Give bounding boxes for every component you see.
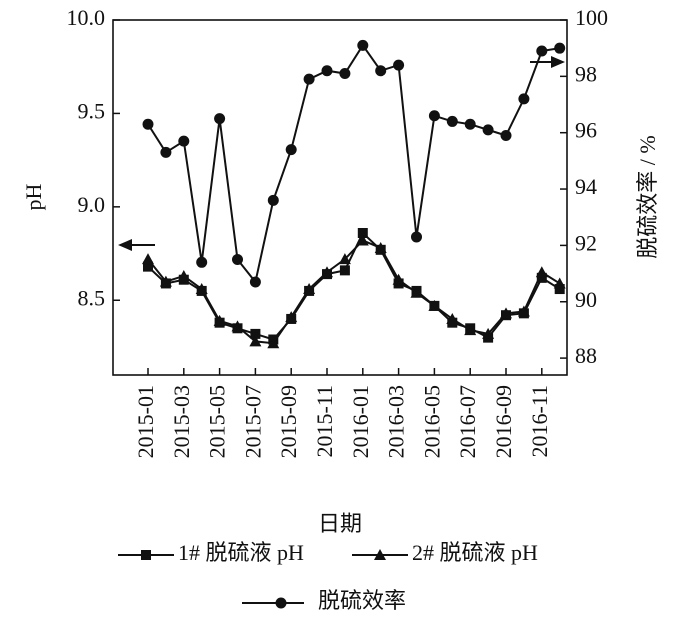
- y-tick-label: 8.5: [78, 285, 106, 310]
- y2-tick-label: 90: [575, 287, 597, 312]
- x-tick-label: 2015-01: [133, 385, 158, 458]
- marker: [321, 65, 333, 77]
- x-tick-label: 2016-09: [491, 385, 516, 458]
- y2-tick-label: 96: [575, 118, 597, 143]
- marker: [374, 549, 386, 560]
- marker: [518, 93, 530, 105]
- marker: [536, 272, 547, 283]
- marker: [535, 266, 548, 278]
- y-tick-label: 9.0: [78, 192, 106, 217]
- marker: [231, 320, 244, 332]
- marker: [482, 327, 495, 339]
- legend-label: 1# 脱硫液 pH: [178, 540, 304, 565]
- x-tick-label: 2015-05: [205, 385, 230, 458]
- marker: [464, 118, 476, 130]
- marker: [482, 124, 494, 136]
- marker: [375, 65, 387, 77]
- marker: [553, 277, 566, 289]
- marker: [213, 314, 226, 326]
- marker: [196, 256, 208, 268]
- left-arrow: [118, 239, 155, 251]
- right-arrow: [530, 56, 565, 68]
- marker: [446, 115, 458, 127]
- marker: [464, 324, 477, 336]
- marker: [321, 266, 333, 278]
- marker: [214, 113, 226, 125]
- marker: [267, 337, 280, 349]
- marker: [446, 312, 459, 324]
- y2-tick-label: 100: [575, 5, 608, 30]
- marker: [160, 146, 172, 158]
- y2-tick-label: 98: [575, 61, 597, 86]
- y-tick-label: 9.5: [78, 98, 106, 123]
- marker: [303, 73, 315, 85]
- marker: [285, 144, 297, 156]
- marker: [142, 253, 154, 265]
- marker: [554, 42, 566, 54]
- marker: [410, 286, 423, 298]
- marker: [392, 273, 405, 285]
- marker: [428, 299, 441, 311]
- marker: [411, 231, 422, 243]
- marker: [374, 241, 387, 253]
- series-line: [147, 239, 561, 345]
- x-tick-label: 2016-07: [455, 385, 480, 458]
- plot-frame: [112, 19, 568, 376]
- x-tick-label: 2016-11: [527, 385, 552, 458]
- marker: [303, 283, 316, 295]
- marker: [249, 335, 262, 347]
- marker: [275, 597, 287, 609]
- marker: [141, 550, 151, 560]
- marker: [357, 228, 368, 238]
- marker: [339, 265, 350, 276]
- x-tick-label: 2016-01: [348, 385, 373, 458]
- y2-tick-label: 94: [575, 174, 597, 199]
- marker: [338, 253, 351, 265]
- marker: [500, 130, 512, 142]
- x-tick-label: 2015-07: [240, 385, 265, 458]
- y-axis-label: pH: [21, 183, 46, 210]
- x-tick-label: 2016-03: [384, 385, 409, 458]
- marker: [285, 311, 298, 323]
- y2-tick-label: 88: [575, 343, 597, 368]
- marker: [500, 307, 512, 319]
- y2-axis-label: 脱硫效率 / %: [635, 135, 660, 258]
- series-line: [147, 43, 560, 285]
- marker: [267, 194, 279, 206]
- marker: [393, 59, 405, 71]
- x-tick-label: 2015-11: [312, 385, 337, 458]
- marker: [517, 305, 530, 317]
- marker: [356, 234, 369, 246]
- y-tick-label: 10.0: [67, 5, 106, 30]
- x-tick-label: 2015-09: [276, 385, 301, 458]
- marker: [554, 284, 565, 295]
- marker: [142, 118, 154, 130]
- x-tick-label: 2016-05: [419, 385, 444, 458]
- legend-label: 脱硫效率: [318, 588, 406, 613]
- marker: [143, 261, 153, 272]
- marker: [177, 269, 190, 281]
- y2-tick-label: 92: [575, 230, 597, 255]
- marker: [249, 276, 261, 288]
- marker: [536, 45, 548, 57]
- marker: [428, 110, 440, 122]
- marker: [357, 39, 369, 51]
- marker: [195, 283, 208, 295]
- marker: [232, 253, 243, 265]
- x-axis-label: 日期: [318, 511, 362, 536]
- marker: [159, 275, 172, 287]
- x-tick-label: 2015-03: [169, 385, 194, 458]
- legend-label: 2# 脱硫液 pH: [412, 540, 538, 565]
- marker: [178, 135, 190, 147]
- marker: [250, 328, 261, 339]
- marker: [339, 68, 351, 80]
